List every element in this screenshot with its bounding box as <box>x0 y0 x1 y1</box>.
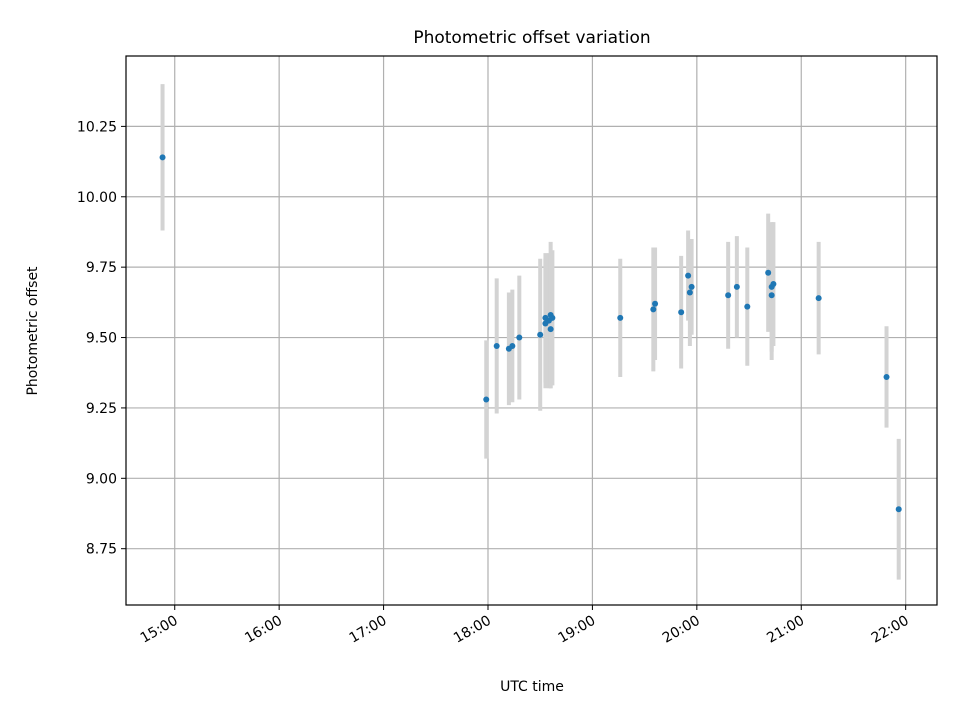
y-tick-label: 9.25 <box>86 401 117 417</box>
x-tick-label: 17:00 <box>347 613 390 647</box>
data-layer <box>159 84 902 580</box>
x-tick-label: 21:00 <box>764 613 807 647</box>
data-point <box>549 314 556 321</box>
x-tick-label: 15:00 <box>138 613 181 647</box>
data-point <box>509 342 516 349</box>
data-point <box>725 292 732 299</box>
data-point <box>895 506 902 513</box>
data-point <box>686 289 693 296</box>
data-point <box>733 283 740 290</box>
data-point <box>744 303 751 310</box>
data-point <box>547 326 554 333</box>
y-tick-label: 10.00 <box>77 190 117 206</box>
y-tick-label: 9.50 <box>86 331 117 347</box>
x-tick-label: 16:00 <box>242 613 285 647</box>
data-point <box>159 154 166 161</box>
x-tick-label: 19:00 <box>555 613 598 647</box>
grid-layer <box>126 56 937 605</box>
data-point <box>768 292 775 299</box>
data-point <box>685 272 692 279</box>
axis-layer: 15:00 16:00 17:00 18:00 19:00 20:00 21:00 22:00… <box>77 119 912 646</box>
y-axis-label: Photometric offset <box>25 266 41 396</box>
data-point <box>678 309 685 316</box>
data-point <box>483 396 490 403</box>
data-point <box>537 331 544 338</box>
data-point <box>650 306 657 313</box>
data-point <box>617 314 624 321</box>
y-tick-label: 9.00 <box>86 471 117 487</box>
data-point <box>765 269 772 276</box>
data-point <box>770 281 777 288</box>
x-tick-label: 18:00 <box>451 613 494 647</box>
data-point <box>652 300 659 307</box>
plot-frame <box>125 55 938 606</box>
x-axis-label: UTC time <box>500 679 564 695</box>
y-tick-label: 8.75 <box>86 542 117 558</box>
data-point <box>883 373 890 380</box>
chart-title: Photometric offset variation <box>413 28 650 48</box>
data-point <box>493 342 500 349</box>
y-tick-label: 10.25 <box>77 119 117 135</box>
y-tick-label: 9.75 <box>86 260 117 276</box>
x-tick-label: 22:00 <box>869 613 912 647</box>
data-point <box>516 334 523 341</box>
data-point <box>688 283 695 290</box>
x-tick-label: 20:00 <box>660 613 703 647</box>
data-point <box>815 295 822 302</box>
